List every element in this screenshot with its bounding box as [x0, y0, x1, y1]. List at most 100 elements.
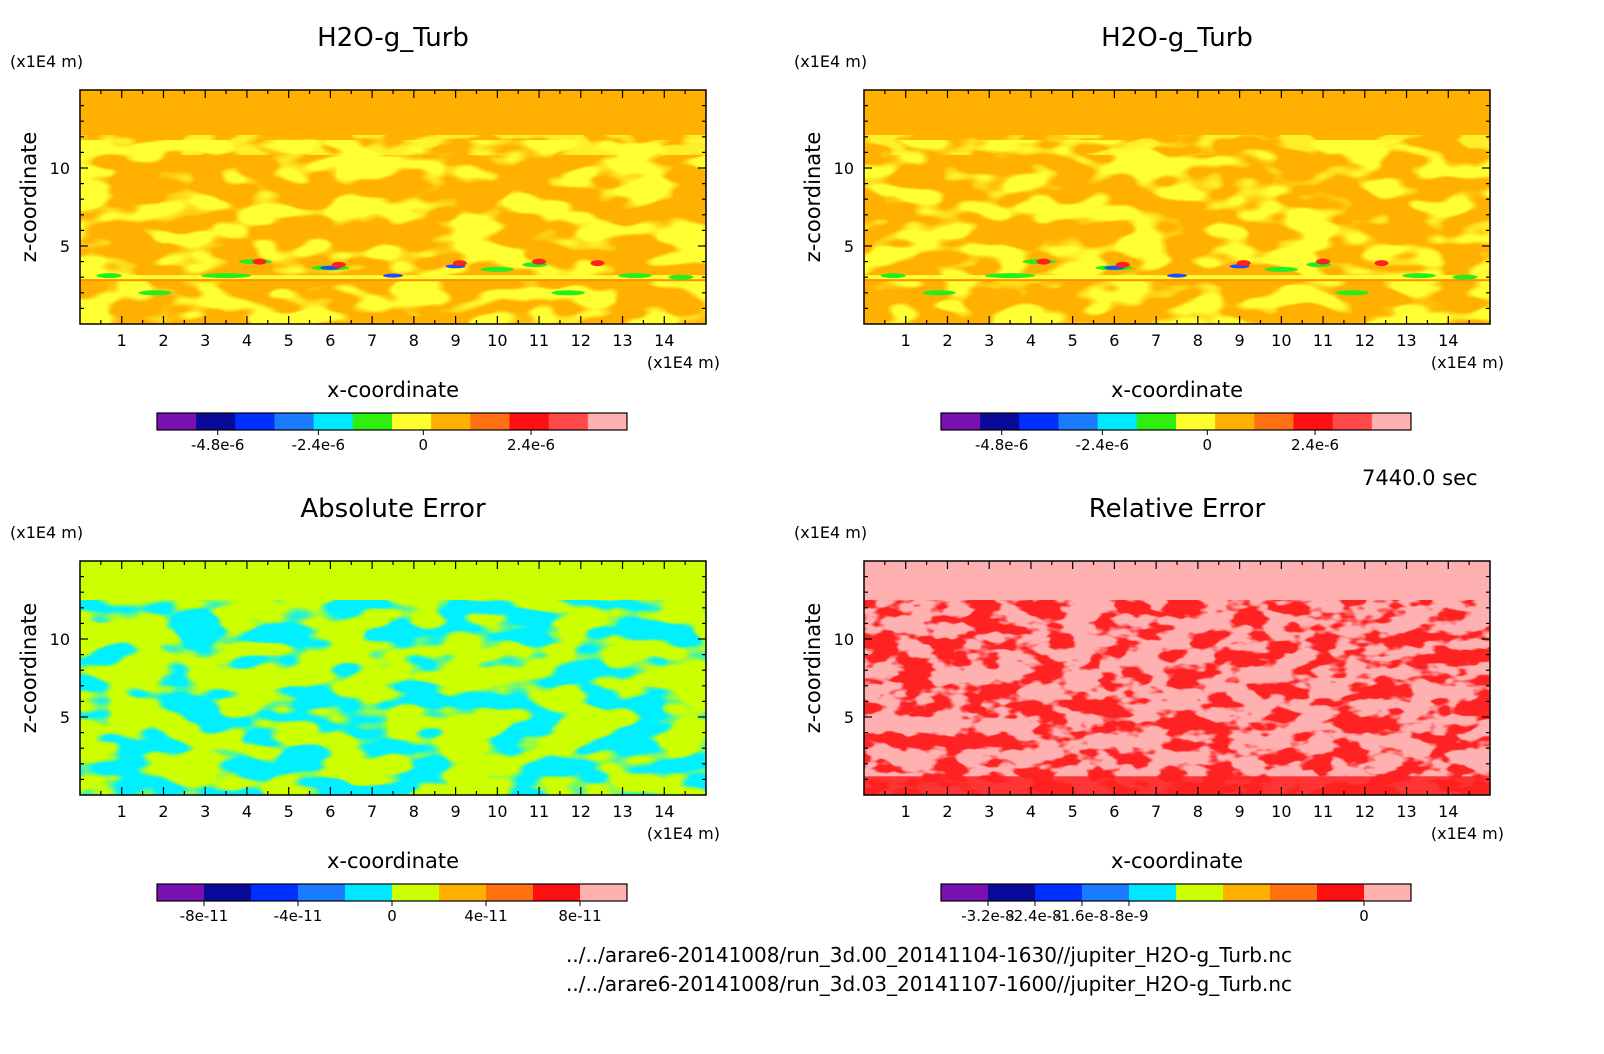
heatmap-field: [864, 90, 1490, 324]
x-tick-label: 7: [1151, 802, 1161, 821]
colorbar-swatch: [486, 884, 534, 901]
colorbar-swatch: [533, 884, 581, 901]
colorbar-tick-label: -3.2e-8: [961, 907, 1014, 925]
colorbar-swatch: [392, 884, 440, 901]
y-unit-label: (x1E4 m): [10, 52, 83, 71]
green-feature: [138, 290, 172, 296]
colorbar-tick-label: 2.4e-6: [1291, 436, 1339, 454]
x-tick-label: 10: [487, 331, 507, 350]
x-tick-label: 9: [451, 331, 461, 350]
red-feature: [1036, 258, 1051, 265]
colorbar-swatch: [1317, 884, 1365, 901]
panel-2: H2O-g_Turb(x1E4 m)1 2 3 4 5 6 7 8 9 10 11 12 13 14510…: [794, 23, 1504, 454]
colorbar-tick-label: 0: [1359, 907, 1369, 925]
colorbar-swatch: [548, 413, 589, 430]
x-tick-label: 3: [984, 331, 994, 350]
colorbar-swatch: [1254, 413, 1294, 430]
colorbar-swatch: [157, 884, 205, 901]
red-feature: [1316, 258, 1331, 265]
green-feature: [1335, 290, 1369, 296]
colorbar-swatch: [1371, 413, 1412, 430]
colorbar-tick-label: 2.4e-6: [507, 436, 555, 454]
colorbar-swatch: [509, 413, 550, 430]
heatmap-field: [80, 561, 706, 795]
green-feature: [96, 273, 122, 279]
y-axis-label: z-coordinate: [17, 132, 41, 263]
colorbar-swatch: [1035, 884, 1083, 901]
x-tick-label: 11: [1313, 802, 1333, 821]
colorbar-swatch: [1364, 884, 1412, 901]
panel-1: H2O-g_Turb(x1E4 m)1 2 3 4 5 6 7 8 9 10 11 12 13 14510…: [10, 23, 720, 454]
red-feature: [590, 260, 605, 267]
green-feature: [880, 273, 906, 279]
colorbar-swatch: [1058, 413, 1099, 430]
blue-feature: [1167, 273, 1187, 278]
x-tick-label: 2: [942, 331, 952, 350]
x-tick-label: 11: [529, 331, 549, 350]
colorbar-tick-label: -4e-11: [274, 907, 323, 925]
x-tick-label: 11: [529, 802, 549, 821]
colorbar-swatch: [204, 884, 252, 901]
y-tick-label: 5: [60, 237, 70, 256]
x-tick-label: 8: [1193, 331, 1203, 350]
y-tick-label: 10: [834, 630, 854, 649]
x-tick-label: 8: [409, 802, 419, 821]
x-tick-label: 13: [1396, 331, 1416, 350]
x-tick-label: 1: [901, 802, 911, 821]
red-feature: [452, 260, 467, 267]
x-tick-label: 6: [1109, 331, 1119, 350]
green-feature: [1264, 266, 1299, 272]
colorbar-tick-label: 0: [419, 436, 429, 454]
colorbar-swatch: [1293, 413, 1334, 430]
y-tick-label: 10: [834, 159, 854, 178]
colorbar-tick-label: 0: [387, 907, 397, 925]
colorbar-swatch: [941, 413, 981, 430]
colorbar-swatch: [470, 413, 510, 430]
colorbar-swatch: [988, 884, 1036, 901]
colorbar-tick-label: -2.4e-8: [1008, 907, 1061, 925]
y-axis-label: z-coordinate: [17, 603, 41, 734]
y-axis-label: z-coordinate: [801, 603, 825, 734]
colorbar-swatch: [235, 413, 275, 430]
x-tick-label: 1: [117, 802, 127, 821]
colorbar-tick-label: 4e-11: [464, 907, 507, 925]
colorbar-swatch: [1082, 884, 1130, 901]
x-tick-label: 2: [942, 802, 952, 821]
colorbar-swatch: [274, 413, 315, 430]
colorbar-tick-label: -4.8e-6: [975, 436, 1028, 454]
x-tick-label: 8: [1193, 802, 1203, 821]
x-axis-label: x-coordinate: [1111, 378, 1243, 402]
colorbar-frame: [940, 412, 1412, 431]
y-unit-label: (x1E4 m): [794, 523, 867, 542]
band-line-lower: [80, 279, 706, 282]
colorbar: -8e-11 -4e-11 0 4e-11 8e-11: [156, 883, 628, 925]
colorbar-swatch: [1129, 884, 1177, 901]
y-tick-label: 5: [844, 237, 854, 256]
field-streaks: [864, 600, 1490, 795]
x-tick-label: 9: [451, 802, 461, 821]
x-tick-label: 14: [1438, 331, 1458, 350]
panel-title: H2O-g_Turb: [317, 23, 469, 53]
x-tick-label: 13: [1396, 802, 1416, 821]
red-feature: [252, 258, 267, 265]
green-feature: [985, 273, 1036, 279]
x-tick-label: 5: [1068, 802, 1078, 821]
x-tick-label: 13: [612, 331, 632, 350]
colorbar-swatch: [392, 413, 432, 430]
panel-title: Relative Error: [1089, 494, 1266, 524]
x-unit-label: (x1E4 m): [647, 824, 720, 843]
colorbar-swatch: [313, 413, 354, 430]
green-feature: [1452, 274, 1478, 280]
x-tick-label: 7: [367, 802, 377, 821]
x-tick-label: 14: [1438, 802, 1458, 821]
time-label: 7440.0 sec: [1362, 466, 1478, 490]
x-tick-label: 13: [612, 802, 632, 821]
colorbar-tick-label: -8e-9: [1109, 907, 1148, 925]
x-unit-label: (x1E4 m): [1431, 824, 1504, 843]
x-unit-label: (x1E4 m): [1431, 353, 1504, 372]
x-tick-label: 4: [1026, 331, 1036, 350]
green-feature: [551, 290, 585, 296]
blue-feature: [383, 273, 403, 278]
colorbar-swatch: [1019, 413, 1059, 430]
